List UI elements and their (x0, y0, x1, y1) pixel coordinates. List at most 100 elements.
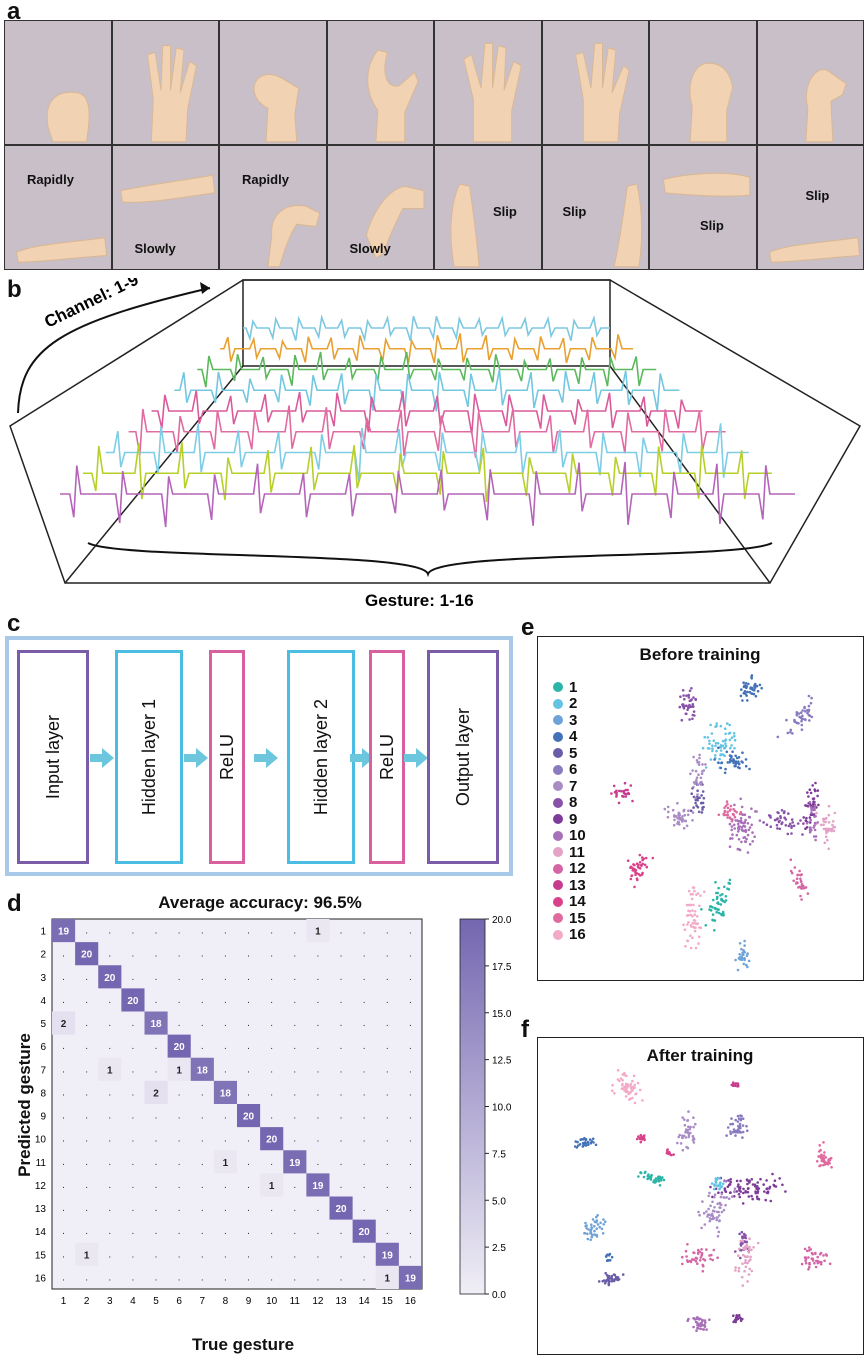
tsne-point (829, 1156, 833, 1160)
legend-item: 12 (553, 860, 586, 877)
tsne-point (766, 1190, 770, 1193)
matrix-empty-marker: . (409, 1157, 412, 1168)
tsne-point (740, 805, 744, 809)
matrix-empty-marker: . (132, 1249, 135, 1260)
tsne-point (711, 1258, 714, 1262)
matrix-cell (260, 1127, 284, 1151)
tsne-point (696, 1316, 699, 1319)
tsne-point (808, 826, 812, 829)
tsne-point (743, 944, 746, 947)
matrix-cell-value: 20 (336, 1204, 348, 1215)
y-tick-label: 14 (35, 1227, 47, 1238)
matrix-empty-marker: . (201, 1203, 204, 1214)
channel-wave-6 (174, 369, 680, 412)
confusion-matrix-title: Average accuracy: 96.5% (158, 893, 362, 912)
tsne-point (713, 929, 716, 932)
tsne-point (602, 1223, 605, 1226)
tsne-point (668, 1151, 671, 1154)
tsne-point (726, 813, 730, 817)
matrix-empty-marker: . (108, 1249, 111, 1260)
tsne-point (737, 1266, 741, 1270)
tsne-point (697, 810, 701, 814)
tsne-point (686, 1119, 689, 1122)
tsne-point (728, 1191, 732, 1195)
matrix-empty-marker: . (201, 1111, 204, 1122)
tsne-point (692, 710, 696, 713)
legend-label: 10 (569, 827, 586, 845)
legend-dot (553, 847, 563, 858)
matrix-empty-marker: . (224, 926, 227, 937)
tsne-point (725, 800, 729, 803)
layer-label: ReLU (376, 733, 397, 781)
tsne-point (692, 1325, 695, 1329)
tsne-point (728, 845, 732, 848)
tsne-point (716, 1256, 719, 1259)
matrix-empty-marker: . (293, 1018, 296, 1029)
channel-wave-7 (197, 351, 657, 388)
matrix-empty-marker: . (340, 1087, 343, 1098)
x-tick-label: 10 (266, 1296, 278, 1307)
tsne-point (685, 1259, 689, 1262)
tsne-point (789, 869, 793, 873)
top-gesture-photo-3 (220, 21, 326, 144)
tsne-point (791, 732, 794, 735)
tsne-point (726, 806, 730, 810)
tsne-point (750, 1248, 753, 1252)
matrix-empty-marker: . (85, 1134, 88, 1145)
tsne-point (598, 1225, 601, 1229)
tsne-point (701, 1319, 704, 1323)
tsne-point (827, 821, 831, 824)
tsne-point (746, 1261, 749, 1265)
tsne-point (624, 788, 628, 792)
x-tick-label: 5 (153, 1296, 159, 1307)
gesture-annotation: Slip (562, 204, 587, 219)
legend-item: 5 (553, 745, 586, 762)
tsne-point (696, 1248, 700, 1252)
tsne-point (607, 1275, 611, 1279)
legend-label: 16 (569, 926, 586, 944)
matrix-cell-value: 20 (104, 973, 116, 984)
tsne-point (686, 706, 690, 710)
tsne-point (781, 1183, 784, 1187)
tsne-point (745, 1245, 749, 1249)
tsne-point (804, 1261, 808, 1265)
tsne-point (811, 797, 815, 801)
tsne-point (750, 1178, 754, 1181)
tsne-point (711, 913, 715, 916)
tsne-point (741, 1124, 745, 1127)
tsne-point (631, 1096, 634, 1100)
matrix-empty-marker: . (247, 972, 250, 983)
matrix-empty-marker: . (224, 972, 227, 983)
tsne-point (633, 863, 636, 867)
tsne-point (713, 758, 716, 761)
tsne-point (703, 1325, 707, 1328)
tsne-point (814, 1252, 817, 1256)
tsne-point (740, 955, 743, 958)
tsne-point (732, 807, 735, 811)
tsne-point (708, 1191, 711, 1195)
tsne-point (638, 861, 642, 864)
tsne-point (743, 950, 746, 954)
tsne-point (666, 815, 670, 819)
tsne-point (727, 1197, 731, 1200)
tsne-point (610, 1255, 614, 1259)
matrix-empty-marker: . (340, 1226, 343, 1237)
tsne-point (731, 833, 734, 836)
tsne-point (717, 1214, 721, 1217)
tsne-point (717, 813, 721, 817)
matrix-empty-marker: . (247, 1226, 250, 1237)
tsne-point (748, 1267, 751, 1271)
tsne-point (733, 738, 737, 742)
tsne-point (739, 1190, 742, 1193)
tsne-point (677, 811, 681, 815)
tsne-point (789, 728, 793, 732)
tsne-point (658, 1184, 662, 1187)
gesture-annotation: Slip (700, 218, 724, 233)
matrix-empty-marker: . (201, 1272, 204, 1283)
tsne-point (693, 919, 697, 922)
gesture-annotation: Slip (493, 204, 517, 219)
tsne-point (709, 723, 712, 727)
matrix-empty-marker: . (270, 995, 273, 1006)
tsne-point (574, 1140, 577, 1143)
tsne-point (717, 761, 720, 765)
